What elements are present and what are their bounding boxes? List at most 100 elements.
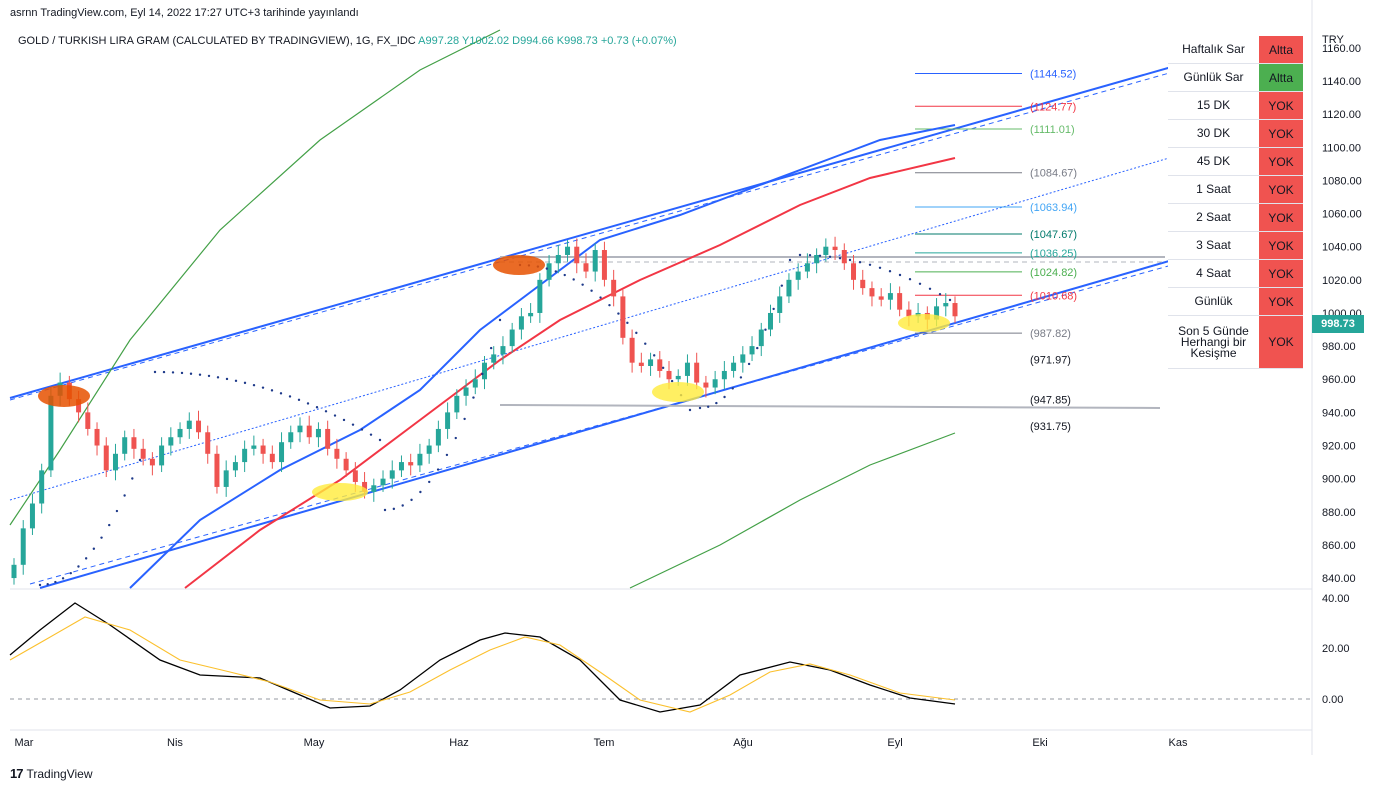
candle-body — [39, 470, 45, 504]
candle-body — [648, 359, 654, 366]
sar-dot — [938, 293, 942, 296]
candle-body — [11, 564, 17, 579]
candle-body — [601, 250, 607, 280]
sar-dot — [590, 289, 593, 292]
y-tick-label: 1120.00 — [1322, 109, 1361, 121]
candle-body — [205, 432, 211, 454]
candle-body — [528, 312, 534, 317]
candle-body — [306, 425, 312, 438]
sar-dot — [225, 377, 229, 381]
x-tick-label: Tem — [594, 737, 615, 749]
candle-body — [869, 288, 875, 297]
ohlc-values: A997.28 Y1002.02 D994.66 K998.73 +0.73 (… — [418, 35, 677, 47]
candle-body — [94, 428, 100, 446]
sar-dot — [428, 480, 431, 484]
sar-dot — [670, 379, 674, 383]
x-tick-label: Mar — [15, 737, 34, 749]
sar-dot — [115, 509, 119, 513]
candle-body — [131, 437, 137, 449]
channel-mid-dotted — [9, 139, 1231, 501]
candle-body — [721, 370, 727, 380]
signal-value: YOK — [1259, 148, 1303, 175]
candle-body — [712, 379, 718, 388]
signal-label: 1 Saat — [1168, 176, 1259, 203]
fib-level-label: (1124.77) — [1030, 101, 1076, 113]
candle-body — [482, 362, 487, 380]
ma-blue — [129, 124, 956, 589]
candle-body — [454, 395, 460, 413]
signal-label: 4 Saat — [1168, 260, 1259, 287]
candle-body — [703, 382, 709, 388]
sar-dot — [463, 417, 466, 421]
sar-dot — [131, 477, 134, 480]
candle-body — [149, 458, 155, 466]
sar-dot — [171, 371, 175, 374]
signal-label: 15 DK — [1168, 92, 1259, 119]
y-tick-label: 1060.00 — [1322, 209, 1362, 221]
fib-level-label: (1084.67) — [1030, 168, 1077, 180]
candle-body — [814, 254, 820, 264]
candle-body — [749, 346, 755, 355]
candle-body — [943, 303, 949, 307]
top-marker-ellipse — [38, 385, 90, 407]
sar-dot — [828, 255, 832, 258]
y-tick-label: 1140.00 — [1322, 76, 1361, 88]
sar-dot — [252, 383, 256, 387]
candle-body — [223, 470, 229, 487]
ma-green-upper — [9, 29, 501, 526]
channel-lower-dashed — [29, 231, 1291, 585]
fib-level-label: (1144.52) — [1030, 69, 1076, 81]
candle-body — [168, 437, 174, 446]
candle-body — [592, 250, 598, 272]
candle-body — [472, 379, 478, 388]
sar-dot — [207, 374, 211, 378]
signal-label: Son 5 Günde Herhangi bir Kesişme — [1168, 316, 1259, 368]
sar-dot — [315, 406, 319, 409]
footer-brand[interactable]: 17 TradingView — [10, 766, 93, 781]
candle-body — [574, 246, 580, 264]
sar-dot — [138, 458, 142, 462]
sar-dot — [868, 263, 872, 266]
x-tick-label: Kas — [1169, 737, 1188, 749]
x-tick-label: May — [304, 737, 325, 749]
candle-body — [537, 279, 543, 313]
candle-body — [583, 263, 589, 272]
candle-body — [315, 428, 321, 438]
sar-dot — [351, 423, 355, 426]
candle-body — [325, 428, 331, 449]
candle-body — [777, 296, 783, 313]
sar-dot — [747, 362, 751, 366]
y-tick-label: 1160.00 — [1322, 43, 1361, 55]
candle-body — [887, 293, 893, 300]
candle-body — [186, 420, 192, 429]
candle-body — [232, 462, 238, 471]
candle-body — [491, 354, 497, 363]
y-tick-label: 920.00 — [1322, 441, 1356, 453]
sar-dot — [419, 490, 422, 494]
candle-body — [565, 246, 571, 255]
candle-body — [417, 453, 423, 466]
candle-body — [242, 448, 248, 463]
candle-body — [684, 362, 690, 376]
sar-dot — [554, 270, 557, 273]
candle-body — [463, 387, 469, 396]
sar-dot — [764, 328, 767, 331]
fib-level-label: (1047.67) — [1030, 229, 1077, 241]
y-tick-label: 940.00 — [1322, 407, 1356, 419]
sar-dot — [661, 366, 665, 370]
x-tick-label: Eyl — [887, 737, 902, 749]
candle-body — [518, 316, 524, 330]
sar-dot — [808, 254, 812, 257]
signal-value: YOK — [1259, 176, 1303, 203]
sar-dot — [472, 396, 475, 399]
sar-dot — [162, 370, 166, 374]
sar-dot — [581, 283, 584, 286]
sar-dot — [858, 261, 862, 264]
sar-dot — [92, 547, 96, 550]
sar-dot — [617, 312, 620, 315]
sar-dot — [715, 401, 718, 405]
sar-dot — [261, 386, 265, 389]
y-tick-label: 880.00 — [1322, 507, 1356, 519]
sar-dot — [644, 342, 647, 345]
